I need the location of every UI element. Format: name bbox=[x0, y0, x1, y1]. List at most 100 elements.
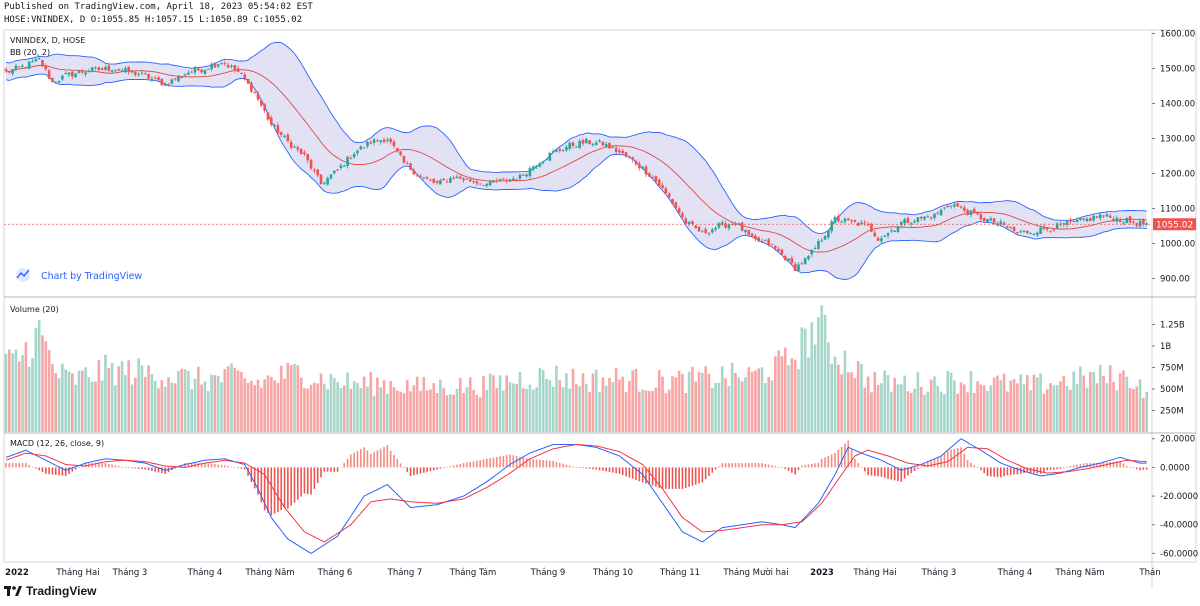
volume-bar bbox=[972, 393, 976, 432]
macd-hist-bar bbox=[502, 455, 505, 468]
candle-body bbox=[273, 125, 276, 127]
candle-body bbox=[97, 67, 101, 71]
macd-hist-bar bbox=[817, 462, 820, 468]
macd-hist-bar bbox=[452, 465, 455, 468]
macd-hist-bar bbox=[946, 450, 949, 468]
macd-hist-bar bbox=[187, 463, 190, 468]
volume-bar bbox=[1138, 379, 1142, 432]
candle-body bbox=[442, 178, 446, 181]
candle-body bbox=[44, 65, 48, 70]
volume-bar bbox=[594, 369, 598, 432]
macd-hist-bar bbox=[1092, 463, 1095, 468]
volume-bar bbox=[11, 353, 14, 432]
candle-body bbox=[17, 66, 21, 68]
candle-body bbox=[750, 233, 754, 237]
volume-bar bbox=[253, 385, 256, 432]
macd-hist-bar bbox=[346, 458, 349, 468]
volume-bar bbox=[1079, 366, 1082, 432]
candle-body bbox=[213, 64, 217, 68]
macd-hist-bar bbox=[303, 467, 306, 494]
macd-hist-bar bbox=[515, 455, 518, 468]
volume-bar bbox=[276, 382, 280, 432]
volume-bar bbox=[495, 388, 499, 432]
volume-bar bbox=[1089, 372, 1092, 432]
candle-body bbox=[256, 93, 260, 100]
candle-body bbox=[143, 73, 147, 75]
macd-hist-bar bbox=[369, 453, 372, 468]
volume-bar bbox=[273, 380, 276, 432]
candle-body bbox=[946, 205, 950, 207]
candle-body bbox=[1069, 219, 1072, 222]
candle-body bbox=[289, 142, 293, 148]
candle-body bbox=[687, 221, 691, 224]
volume-bar bbox=[84, 367, 87, 432]
candle-body bbox=[1032, 234, 1036, 236]
candle-body bbox=[614, 147, 618, 153]
time-tick-label: Tháng 11 bbox=[659, 568, 700, 578]
macd-hist-bar bbox=[28, 464, 31, 468]
volume-bar bbox=[395, 390, 399, 432]
volume-bar bbox=[1026, 375, 1029, 432]
macd-tick-label: 20.0000 bbox=[1160, 435, 1195, 445]
volume-bar bbox=[817, 317, 820, 432]
candle-body bbox=[382, 139, 386, 143]
candle-body bbox=[707, 233, 711, 235]
volume-bar bbox=[180, 368, 184, 432]
volume-bar bbox=[24, 342, 28, 432]
macd-hist-bar bbox=[1069, 465, 1072, 468]
volume-bar bbox=[356, 382, 359, 432]
macd-hist-bar bbox=[1036, 467, 1039, 474]
macd-line bbox=[5, 438, 1147, 554]
macd-hist-bar bbox=[595, 467, 598, 470]
candle-body bbox=[840, 221, 843, 223]
footer-brand: TradingView bbox=[26, 584, 97, 598]
macd-hist-bar bbox=[35, 467, 37, 469]
volume-bar bbox=[369, 372, 373, 432]
time-tick-label: Tháng 10 bbox=[592, 568, 633, 578]
volume-bar bbox=[953, 380, 956, 432]
candle-body bbox=[976, 211, 979, 215]
candle-body bbox=[1079, 218, 1082, 220]
time-tick-label: Tháng 7 bbox=[387, 568, 423, 578]
volume-bar bbox=[727, 385, 731, 432]
volume-bar bbox=[200, 384, 203, 432]
candle-body bbox=[57, 80, 61, 83]
candle-body bbox=[581, 140, 585, 144]
candle-body bbox=[475, 181, 479, 184]
candle-body bbox=[326, 177, 329, 185]
candle-body bbox=[856, 223, 860, 226]
volume-bar bbox=[916, 371, 920, 432]
macd-hist-bar bbox=[870, 467, 873, 476]
candle-body bbox=[246, 78, 250, 84]
macd-hist-bar bbox=[1079, 463, 1082, 468]
macd-hist-bar bbox=[810, 463, 813, 468]
volume-bar bbox=[949, 372, 953, 432]
volume-bar bbox=[667, 389, 671, 432]
candle-body bbox=[4, 69, 8, 72]
volume-bar bbox=[803, 328, 807, 432]
macd-hist-bar bbox=[708, 467, 710, 476]
volume-bar bbox=[409, 391, 412, 432]
macd-hist-bar bbox=[98, 463, 100, 468]
macd-hist-bar bbox=[386, 445, 389, 468]
candle-body bbox=[1026, 230, 1029, 234]
macd-hist-bar bbox=[257, 467, 259, 495]
macd-hist-bar bbox=[31, 466, 34, 468]
macd-hist-bar bbox=[429, 467, 432, 472]
volume-bar bbox=[34, 328, 38, 432]
volume-bar bbox=[754, 370, 757, 432]
candle-body bbox=[737, 223, 741, 225]
volume-bar bbox=[163, 386, 167, 432]
candle-body bbox=[1105, 214, 1109, 217]
volume-bar bbox=[187, 370, 190, 432]
macd-hist-bar bbox=[754, 463, 757, 468]
candle-body bbox=[767, 239, 770, 245]
macd-hist-bar bbox=[621, 467, 624, 476]
macd-histogram bbox=[5, 440, 1148, 516]
macd-hist-bar bbox=[628, 467, 631, 478]
macd-hist-bar bbox=[608, 467, 611, 473]
candle-body bbox=[54, 82, 58, 84]
candle-body bbox=[704, 229, 707, 234]
